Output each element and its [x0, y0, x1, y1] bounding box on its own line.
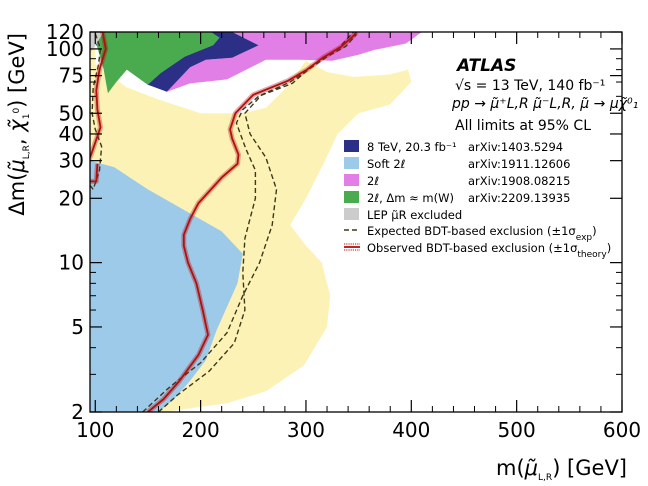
- y-tick-label: 2: [71, 400, 84, 424]
- y-tick-label: 30: [59, 149, 84, 173]
- legend-label-expected: Expected BDT-based exclusion (±1σexp): [367, 224, 597, 243]
- y-tick-label: 40: [59, 122, 84, 146]
- x-axis-title: m(μ̃L,R) [GeV]: [496, 456, 627, 483]
- x-tick-label: 600: [603, 418, 641, 442]
- y-axis-title: Δm(μ̃L,R, χ̃10) [GeV]: [5, 33, 32, 216]
- expected-contour-1: [90, 33, 103, 191]
- soft2l-region: [90, 160, 243, 412]
- legend-swatch-run1: [344, 140, 359, 152]
- legend-label-2l: 2ℓ: [367, 174, 379, 188]
- legend-label-lep: LEP μ̃R excluded: [367, 208, 462, 222]
- legend-ref-2l: arXiv:1908.08215: [468, 174, 570, 188]
- contours-layer: [90, 32, 359, 412]
- energy-label: √s = 13 TeV, 140 fb⁻¹: [455, 78, 605, 94]
- y-tick-label: 10: [59, 251, 84, 275]
- legend-swatch-2l-dmw: [344, 191, 359, 203]
- x-tick-label: 200: [182, 418, 220, 442]
- lep-region: [90, 32, 104, 53]
- legend-ref-2l-dmw: arXiv:2209.13935: [468, 191, 570, 205]
- legend-swatch-soft2l: [344, 157, 359, 169]
- experiment-label: ATLAS: [455, 56, 516, 76]
- y-tick-label: 75: [59, 64, 84, 88]
- y-tick-label: 50: [59, 101, 84, 125]
- expected-contour-3: [142, 32, 354, 412]
- x-tick-label: 100: [76, 418, 114, 442]
- y-tick-label: 5: [71, 315, 84, 339]
- legend-label-observed: Observed BDT-based exclusion (±1σtheory): [367, 241, 611, 260]
- x-tick-label: 500: [498, 418, 536, 442]
- legend-ref-soft2l: arXiv:1911.12606: [468, 157, 570, 171]
- y-tick-label: 100: [46, 37, 84, 61]
- regions-layer: [90, 32, 422, 412]
- legend-ref-run1: arXiv:1403.5294: [468, 140, 563, 154]
- legend-label-soft2l: Soft 2ℓ: [367, 157, 406, 171]
- x-tick-label: 300: [287, 418, 325, 442]
- twol-dmw-region: [95, 32, 220, 94]
- y-tick-label: 20: [59, 186, 84, 210]
- plot-frame: [89, 31, 623, 413]
- legend-swatch-2l: [344, 174, 359, 186]
- observed-contour-2: [147, 32, 358, 412]
- twol-region: [166, 32, 422, 92]
- process-label: pp → μ̃⁺L,R μ̃⁻L,R, μ̃ → μχ̃⁰₁: [451, 96, 638, 112]
- x-tick-label: 400: [392, 418, 430, 442]
- y-tick-label: 120: [46, 20, 84, 44]
- axis-ticks: [90, 31, 623, 413]
- limits-label: All limits at 95% CL: [455, 118, 591, 134]
- legend-swatch-lep: [344, 208, 359, 220]
- observed-contour-1: [90, 32, 107, 183]
- legend: 8 TeV, 20.3 fb⁻¹ arXiv:1403.5294 Soft 2ℓ…: [344, 140, 611, 260]
- legend-label-run1: 8 TeV, 20.3 fb⁻¹: [367, 140, 457, 154]
- legend-label-2l-dmw: 2ℓ, Δm ≈ m(W): [367, 191, 454, 205]
